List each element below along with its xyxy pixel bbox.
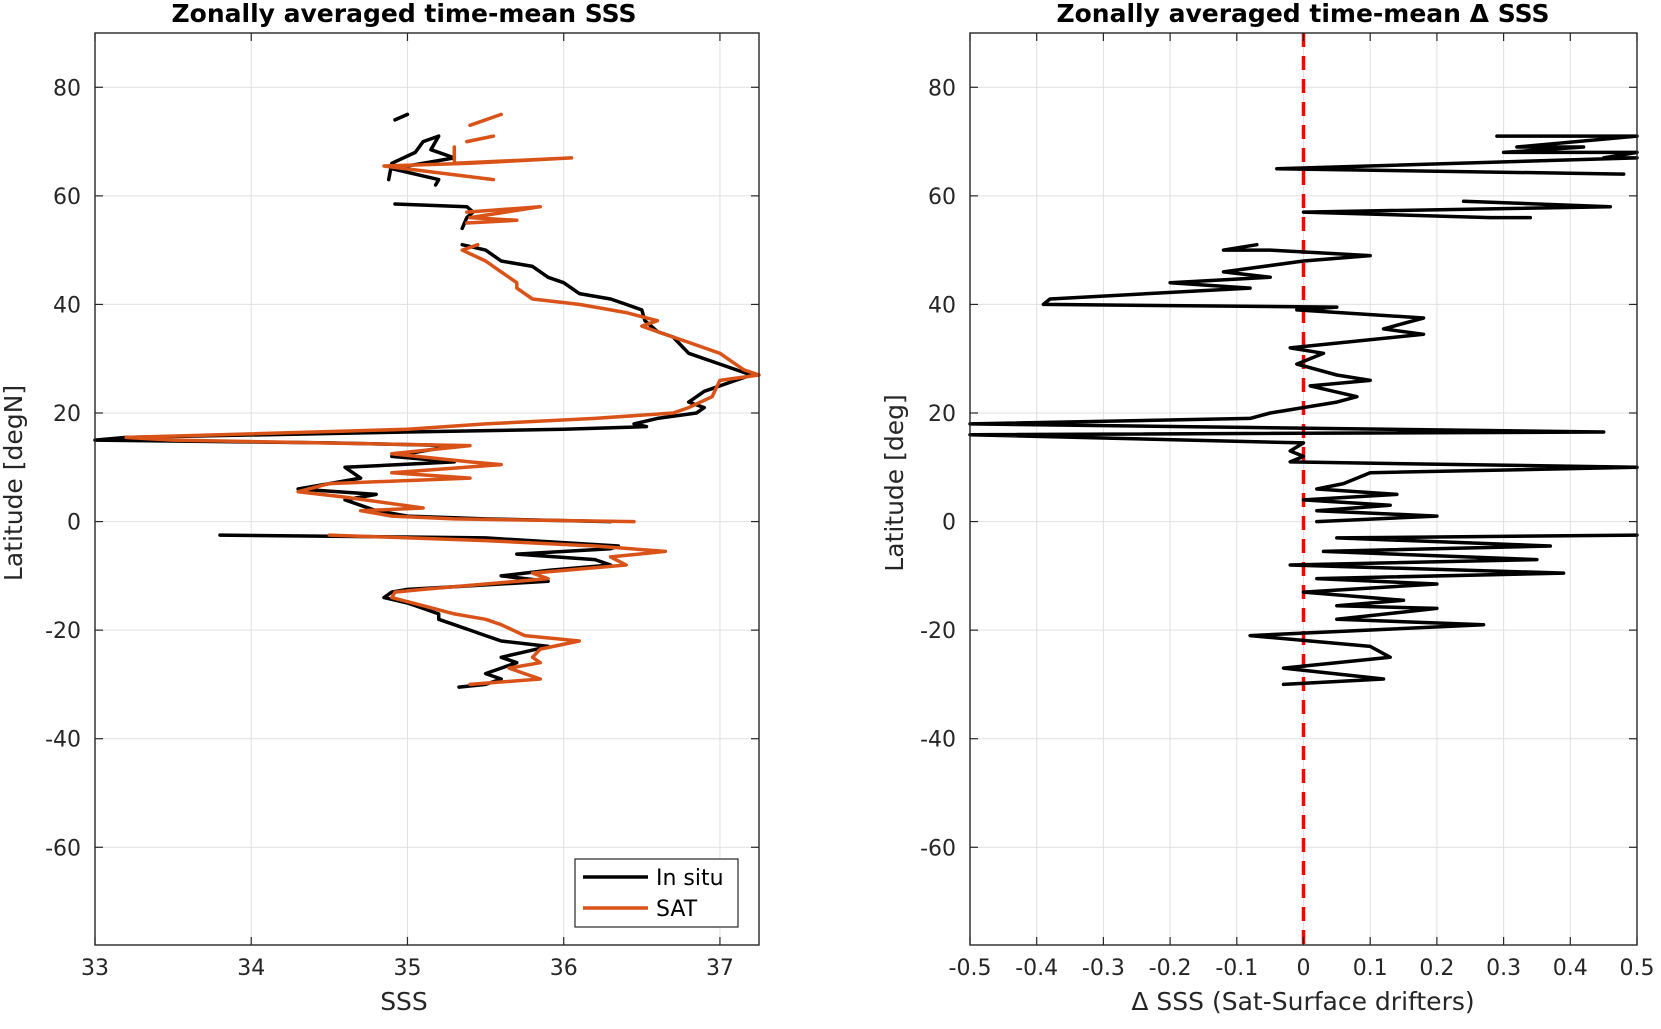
series-delta-sss-segment-2 — [968, 242, 1639, 524]
series-sat-segment-2 — [382, 145, 574, 182]
panel-1-x-tick-label: 36 — [550, 956, 578, 981]
panel-1-x-axis-label: SSS — [380, 987, 428, 1016]
series-delta-sss-segment-1 — [1301, 199, 1613, 220]
legend-label-in-situ: In situ — [656, 866, 724, 891]
panel-2-x-tick-label: -0.5 — [949, 956, 992, 981]
panel-2-title: Zonally averaged time-mean Δ SSS — [1057, 0, 1550, 28]
panel-2-x-tick-label: -0.1 — [1215, 956, 1258, 981]
panel-2-y-tick-label: 20 — [928, 402, 956, 427]
panel-2-x-tick-label: 0.4 — [1553, 956, 1588, 981]
panel-2-x-tick-label: 0.1 — [1353, 956, 1388, 981]
panel-1-tick-labels: 33 34 35 36 37 -60 -40 -20 0 20 40 60 80 — [45, 76, 734, 981]
panel-1-y-tick-label: -20 — [45, 619, 81, 644]
panel-2-x-tick-label: 0.5 — [1620, 956, 1655, 981]
series-sat-segment-5 — [327, 533, 668, 687]
legend-box — [574, 858, 739, 928]
panel-2-frame — [969, 32, 1638, 946]
panel-sss: Zonally averaged time-mean SSS 33 34 35 36 3… — [0, 0, 761, 1016]
panel-2-y-tick-label: -20 — [920, 619, 956, 644]
panel-2-y-tick-label: -60 — [920, 836, 956, 861]
panel-2-x-tick-label: -0.4 — [1015, 956, 1058, 981]
panel-1-y-tick-label: 40 — [53, 293, 81, 318]
panel-2-x-tick-label: -0.3 — [1082, 956, 1125, 981]
panel-2-y-tick-label: 60 — [928, 185, 956, 210]
series-sat-segment-1 — [465, 134, 496, 144]
series-sat-segment-3 — [465, 204, 543, 225]
panel-2-tick-labels: -0.5 -0.4 -0.3 -0.2 -0.1 0 0.1 0.2 0.3 0.4 0.5 -60 -… — [920, 76, 1654, 981]
panel-1-axes-box — [94, 32, 760, 946]
panel-2-x-axis-label: Δ SSS (Sat-Surface drifters) — [1131, 987, 1474, 1016]
panel-2-x-tick-label: 0.2 — [1419, 956, 1454, 981]
panel-delta-sss: Zonally averaged time-mean Δ SSS -0.5 -0.… — [880, 0, 1655, 1016]
panel-1-y-tick-label: -40 — [45, 728, 81, 753]
series-delta-sss-segment-0 — [1275, 134, 1639, 176]
panel-1-series — [93, 112, 761, 689]
panel-1-frame — [94, 32, 760, 946]
panel-2-y-tick-label: 0 — [942, 511, 956, 536]
panel-1-y-tick-label: 20 — [53, 402, 81, 427]
panel-1-y-tick-label: 0 — [67, 511, 81, 536]
panel-1-y-tick-label: 60 — [53, 185, 81, 210]
panel-2-y-axis-label: Latitude [deg] — [880, 394, 909, 571]
series-in-situ-segment-1 — [386, 134, 457, 187]
series-in-situ-segment-4 — [218, 533, 621, 689]
panel-1-y-tick-label: -60 — [45, 836, 81, 861]
panel-2-y-tick-label: 40 — [928, 293, 956, 318]
series-in-situ-segment-0 — [393, 112, 410, 122]
panel-1-y-axis-label: Latitude [degN] — [0, 385, 28, 581]
panel-2-x-tick-label: 0 — [1297, 956, 1311, 981]
panel-2-series — [968, 134, 1639, 687]
series-delta-sss-segment-3 — [1248, 533, 1639, 687]
series-in-situ-segment-3 — [93, 242, 753, 524]
series-sat-segment-0 — [468, 112, 503, 128]
panel-2-x-tick-label: 0.3 — [1486, 956, 1521, 981]
legend: In situ SAT — [574, 858, 739, 928]
panel-1-x-tick-label: 35 — [393, 956, 421, 981]
panel-1-x-tick-label: 37 — [706, 956, 734, 981]
panel-2-axes-box — [969, 32, 1638, 946]
series-sat-segment-4 — [124, 242, 761, 524]
panel-2-y-tick-label: 80 — [928, 76, 956, 101]
panel-1-x-tick-label: 33 — [81, 956, 109, 981]
panel-1-x-tick-label: 34 — [237, 956, 265, 981]
panel-2-x-tick-label: -0.2 — [1149, 956, 1192, 981]
panel-1-title: Zonally averaged time-mean SSS — [172, 0, 637, 28]
panel-2-y-tick-label: -40 — [920, 728, 956, 753]
legend-label-sat: SAT — [656, 897, 698, 922]
panel-1-y-tick-label: 80 — [53, 76, 81, 101]
